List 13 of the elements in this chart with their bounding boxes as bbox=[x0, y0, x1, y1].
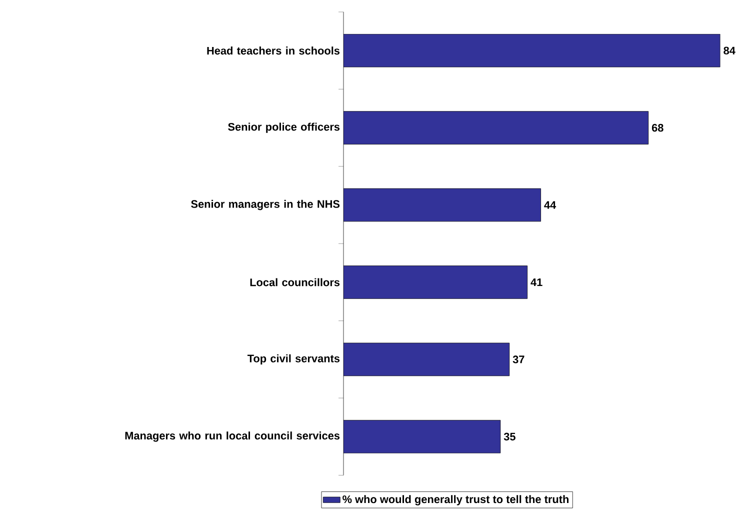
y-tick-label: Head teachers in schools bbox=[207, 46, 340, 55]
data-label: 41 bbox=[530, 278, 542, 286]
data-label: 68 bbox=[652, 124, 664, 132]
data-label: 35 bbox=[504, 432, 516, 440]
y-tick-label: Top civil servants bbox=[247, 354, 340, 364]
data-label: 37 bbox=[512, 356, 524, 364]
y-tick-label: Senior managers in the NHS bbox=[191, 200, 340, 210]
y-tick-label: Managers who run local council services bbox=[125, 431, 340, 442]
y-tick-label: Local councillors bbox=[250, 278, 340, 286]
data-label: 44 bbox=[544, 201, 556, 209]
y-tick-label: Senior police officers bbox=[228, 122, 340, 133]
legend-label: % who would generally trust to tell the truth bbox=[342, 495, 568, 506]
data-label: 84 bbox=[724, 46, 736, 54]
